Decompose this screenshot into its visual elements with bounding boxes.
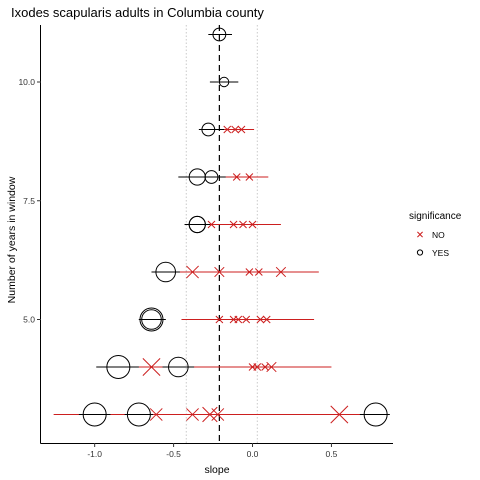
point-no-20 xyxy=(275,266,287,278)
x-axis-title: slope xyxy=(204,464,229,476)
point-no-0 xyxy=(149,408,163,421)
point-yes-11 xyxy=(204,170,219,184)
point-no-14 xyxy=(256,315,265,324)
y-tick-label-2: 10.0 xyxy=(18,77,35,87)
point-no-22 xyxy=(229,220,238,229)
error-bars xyxy=(53,34,390,415)
point-yes-2 xyxy=(363,402,388,427)
point-no-17 xyxy=(214,266,225,278)
point-no-28 xyxy=(231,125,240,134)
point-no-21 xyxy=(207,220,216,229)
legend-key-no xyxy=(417,231,423,238)
point-no-8 xyxy=(261,363,270,371)
point-no-7 xyxy=(253,363,262,371)
point-no-2 xyxy=(202,406,218,423)
x-axis-ticks: -1.0 -0.5 0.0 0.5 xyxy=(87,443,338,459)
point-yes-14 xyxy=(212,27,227,42)
point-yes-0 xyxy=(82,402,107,427)
x-tick-label-0: -1.0 xyxy=(87,449,102,459)
point-no-26 xyxy=(245,173,254,181)
legend-title: significance xyxy=(409,211,462,222)
legend: significance NO YES xyxy=(409,211,462,258)
point-yes-5 xyxy=(139,307,164,332)
point-no-24 xyxy=(248,220,257,229)
point-no-25 xyxy=(232,173,241,181)
point-no-1 xyxy=(186,408,199,421)
point-no-9 xyxy=(266,361,277,373)
legend-key-yes xyxy=(416,249,424,256)
guide-lines xyxy=(185,25,258,443)
legend-label-no: NO xyxy=(432,230,445,240)
point-no-10 xyxy=(215,315,224,324)
chart-title: Ixodes scapularis adults in Columbia cou… xyxy=(11,5,264,20)
point-yes-1 xyxy=(126,402,151,427)
point-no-23 xyxy=(239,220,247,229)
point-no-15 xyxy=(262,315,271,324)
markers xyxy=(82,27,388,427)
point-no-12 xyxy=(234,315,243,324)
point-yes-13 xyxy=(218,76,230,88)
y-tick-label-1: 7.5 xyxy=(23,196,35,206)
point-no-5 xyxy=(142,358,161,376)
point-no-18 xyxy=(245,268,254,276)
point-yes-4 xyxy=(168,356,189,378)
legend-label-yes: YES xyxy=(432,248,449,258)
y-axis-ticks: 5.0 7.5 10.0 xyxy=(18,77,41,325)
y-axis-title: Number of years in window xyxy=(6,176,18,303)
point-no-3 xyxy=(211,408,225,421)
point-no-27 xyxy=(223,125,232,134)
legend-keys xyxy=(416,231,424,256)
point-yes-7 xyxy=(155,261,176,283)
y-tick-label-0: 5.0 xyxy=(23,315,35,325)
point-no-29 xyxy=(237,125,246,134)
x-tick-label-3: 0.5 xyxy=(326,449,338,459)
point-no-13 xyxy=(242,315,251,324)
point-yes-3 xyxy=(106,355,131,379)
point-yes-6 xyxy=(141,309,162,330)
x-tick-label-1: -0.5 xyxy=(166,449,181,459)
point-no-4 xyxy=(330,405,349,424)
point-yes-9 xyxy=(188,215,206,234)
point-no-19 xyxy=(254,268,263,276)
x-tick-label-2: 0.0 xyxy=(247,449,259,459)
point-yes-12 xyxy=(201,122,216,137)
point-no-16 xyxy=(186,265,199,279)
